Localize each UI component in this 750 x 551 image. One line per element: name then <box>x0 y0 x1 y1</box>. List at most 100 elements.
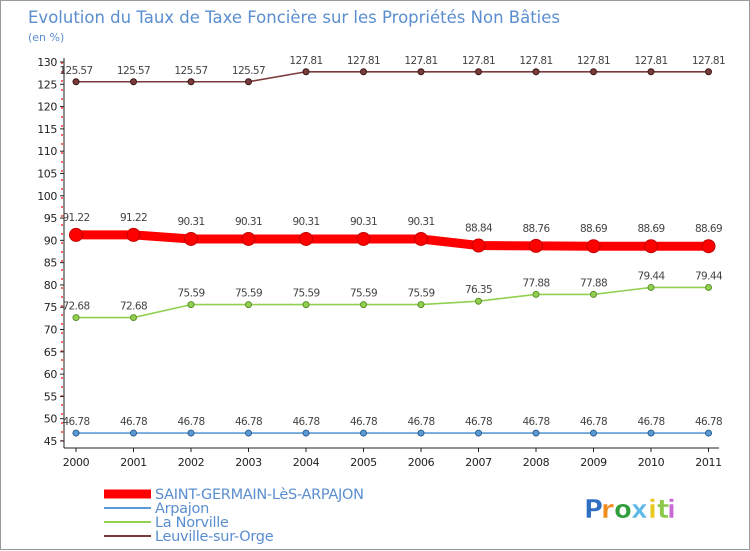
data-label: 127.81 <box>462 55 495 67</box>
logo-letter: t <box>657 495 670 525</box>
data-label: 90.31 <box>177 216 204 228</box>
data-label: 125.57 <box>117 65 150 77</box>
data-label: 127.81 <box>634 55 667 67</box>
data-label: 46.78 <box>580 416 607 428</box>
data-label: 88.69 <box>580 223 607 235</box>
y-tick-label: 130 <box>37 56 57 69</box>
data-label: 46.78 <box>350 416 377 428</box>
data-point <box>647 283 655 291</box>
data-point <box>245 301 252 309</box>
y-tick-label: 110 <box>37 145 57 158</box>
legend-label: Leuville-sur-Orge <box>155 529 274 545</box>
logo-letter: P <box>584 495 604 525</box>
data-label: 46.78 <box>465 416 492 428</box>
data-label: 88.69 <box>695 223 722 235</box>
data-label: 75.59 <box>235 288 262 300</box>
x-tick-label: 2010 <box>638 456 665 469</box>
data-label: 79.44 <box>695 270 723 282</box>
data-label: 46.78 <box>522 416 549 428</box>
data-label: 72.68 <box>62 301 89 313</box>
data-label: 46.78 <box>120 416 147 428</box>
data-label: 77.88 <box>522 277 549 289</box>
data-point <box>532 68 540 76</box>
data-point <box>187 301 195 309</box>
data-point <box>126 227 141 242</box>
y-tick-label: 115 <box>37 123 57 136</box>
data-point <box>130 429 137 437</box>
y-tick-label: 50 <box>44 413 58 426</box>
x-tick-label: 2003 <box>235 456 262 469</box>
data-point <box>72 429 80 437</box>
proxiti-logo: Pr ox i ti <box>584 495 677 526</box>
data-point <box>302 429 310 437</box>
data-label: 76.35 <box>465 284 492 296</box>
data-point <box>69 227 83 242</box>
data-point <box>245 78 252 86</box>
series-line <box>75 286 710 319</box>
data-point <box>184 231 198 246</box>
y-tick-label: 65 <box>44 346 58 359</box>
y-tick-label: 85 <box>44 257 58 270</box>
data-point <box>360 301 367 309</box>
data-point <box>529 238 543 253</box>
y-tick-label: 125 <box>37 78 57 91</box>
data-point <box>644 239 658 254</box>
data-point <box>647 68 655 76</box>
x-tick-label: 2011 <box>695 456 721 469</box>
series-0: 91.22 91.22 90.31 90.31 90.31 90.31 90.31 88.84… <box>62 212 723 254</box>
data-label: 46.78 <box>292 416 319 428</box>
data-point <box>360 68 367 76</box>
data-label: 88.69 <box>637 223 664 235</box>
data-point <box>590 68 597 76</box>
data-label: 88.84 <box>465 223 493 235</box>
data-point <box>471 238 486 253</box>
data-label: 46.78 <box>62 416 89 428</box>
data-label: 127.81 <box>519 55 552 67</box>
logo-letter: i <box>648 495 657 525</box>
legend-label: SAINT-GERMAIN-LèS-ARPAJON <box>155 487 364 503</box>
series-3: 125.57 125.57 125.57 125.57 127.81 127.81 127.… <box>59 55 726 86</box>
data-label: 46.78 <box>177 416 204 428</box>
y-tick-label: 120 <box>37 101 57 114</box>
x-tick-label: 2005 <box>350 456 377 469</box>
data-label: 127.81 <box>289 55 322 67</box>
data-point <box>187 429 195 437</box>
data-point <box>356 231 371 246</box>
data-label: 75.59 <box>177 288 204 300</box>
y-tick-label: 90 <box>44 234 58 247</box>
x-tick-label: 2002 <box>178 456 204 469</box>
logo-letter: o <box>614 495 632 525</box>
series-2: 72.68 72.68 75.59 75.59 75.59 75.59 75.59 76.35… <box>62 270 724 322</box>
legend-label: Arpajon <box>155 501 209 517</box>
axes: 45 50 55 60 65 70 75 80 85 90 95 100 105 110 115 120 125… <box>37 56 722 469</box>
data-label: 125.57 <box>174 65 207 77</box>
series-line <box>71 230 713 251</box>
series-line <box>75 70 710 83</box>
series-1: 46.78 46.78 46.78 46.78 46.78 46.78 46.78 46.78… <box>62 416 723 437</box>
data-label: 90.31 <box>350 216 377 228</box>
data-point <box>705 68 712 76</box>
data-point <box>532 429 540 437</box>
y-tick-label: 55 <box>44 390 58 403</box>
chart-title: Evolution du Taux de Taxe Foncière sur l… <box>28 8 560 27</box>
y-tick-label: 60 <box>44 368 58 381</box>
data-point <box>302 301 310 309</box>
y-tick-label: 95 <box>44 212 58 225</box>
logo-letter: x <box>631 495 648 525</box>
data-point <box>475 429 482 437</box>
data-point <box>130 78 137 86</box>
x-tick-label: 2000 <box>63 456 90 469</box>
data-point <box>590 290 597 298</box>
data-label: 46.78 <box>695 416 722 428</box>
data-label: 127.81 <box>692 55 725 67</box>
data-point <box>302 68 310 76</box>
data-label: 90.31 <box>292 216 319 228</box>
data-point <box>590 429 597 437</box>
data-label: 125.57 <box>232 65 265 77</box>
data-point <box>360 429 367 437</box>
data-label: 127.81 <box>347 55 380 67</box>
x-tick-label: 2007 <box>465 456 492 469</box>
data-label: 127.81 <box>577 55 610 67</box>
data-point <box>299 231 313 246</box>
